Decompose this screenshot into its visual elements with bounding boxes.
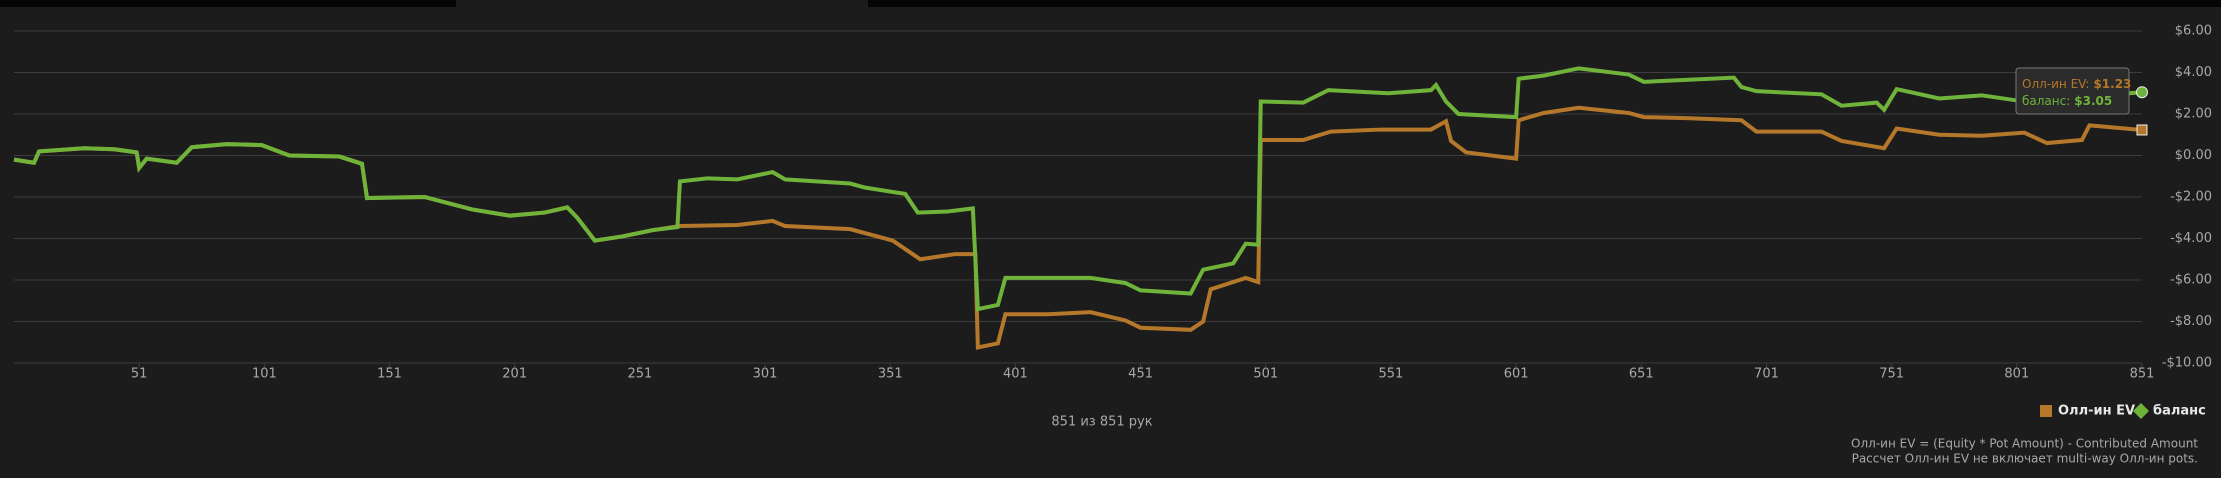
x-tick-label: 251 <box>627 367 652 382</box>
tooltip: Олл-ин EV: $1.23 баланс: $3.05 <box>2015 67 2131 115</box>
legend-label: баланс <box>2153 404 2206 419</box>
tooltip-label: Олл-ин EV: <box>2022 77 2089 91</box>
tooltip-label: баланс: <box>2022 94 2070 108</box>
x-tick-label: 651 <box>1629 367 1654 382</box>
y-tick-label: -$4.00 <box>2170 231 2212 246</box>
x-tick-label: 301 <box>753 367 778 382</box>
tooltip-line: баланс: $3.05 <box>2022 94 2112 108</box>
x-tick-label: 401 <box>1003 367 1028 382</box>
x-tick-label: 151 <box>377 367 402 382</box>
y-tick-label: $0.00 <box>2175 148 2212 163</box>
tooltip-box <box>2015 67 2130 115</box>
x-tick-label: 851 <box>2130 367 2155 382</box>
y-tick-label: $2.00 <box>2175 107 2212 122</box>
tooltip-value: $3.05 <box>2074 94 2112 108</box>
legend: Олл-ин EV баланс <box>2040 403 2206 419</box>
x-tick-label: 501 <box>1253 367 1278 382</box>
top-bar <box>868 0 2221 7</box>
legend-label: Олл-ин EV <box>2058 404 2135 419</box>
end-marker <box>2136 124 2148 136</box>
y-tick-label: -$8.00 <box>2170 314 2212 329</box>
x-tick-label: 601 <box>1504 367 1529 382</box>
x-tick-label: 101 <box>252 367 277 382</box>
top-bar <box>0 0 456 7</box>
y-tick-label: -$6.00 <box>2170 273 2212 288</box>
y-tick-label: -$2.00 <box>2170 190 2212 205</box>
tooltip-value: $1.23 <box>2093 77 2131 91</box>
x-tick-label: 451 <box>1128 367 1153 382</box>
footnote: Олл-ин EV = (Equity * Pot Amount) - Cont… <box>1851 437 2198 451</box>
tooltip-line: Олл-ин EV: $1.23 <box>2022 77 2131 91</box>
x-tick-label: 201 <box>502 367 527 382</box>
x-tick-label: 351 <box>878 367 903 382</box>
x-tick-label: 51 <box>131 367 148 382</box>
y-tick-label: $6.00 <box>2175 24 2212 39</box>
hand-count: 851 из 851 рук <box>1051 415 1152 430</box>
series-line <box>13 66 2143 312</box>
plot <box>13 66 2148 350</box>
footnote: Рассчет Олл-ин EV не включает multi-way … <box>1852 452 2198 466</box>
x-tick-label: 551 <box>1379 367 1404 382</box>
end-marker <box>2136 86 2148 99</box>
y-tick-label: $4.00 <box>2175 65 2212 80</box>
legend-swatch <box>2133 403 2149 419</box>
y-tick-label: -$10.00 <box>2162 356 2212 371</box>
legend-swatch <box>2040 405 2052 417</box>
x-tick-label: 751 <box>1879 367 1904 382</box>
x-tick-label: 801 <box>2004 367 2029 382</box>
x-tick-label: 701 <box>1754 367 1779 382</box>
